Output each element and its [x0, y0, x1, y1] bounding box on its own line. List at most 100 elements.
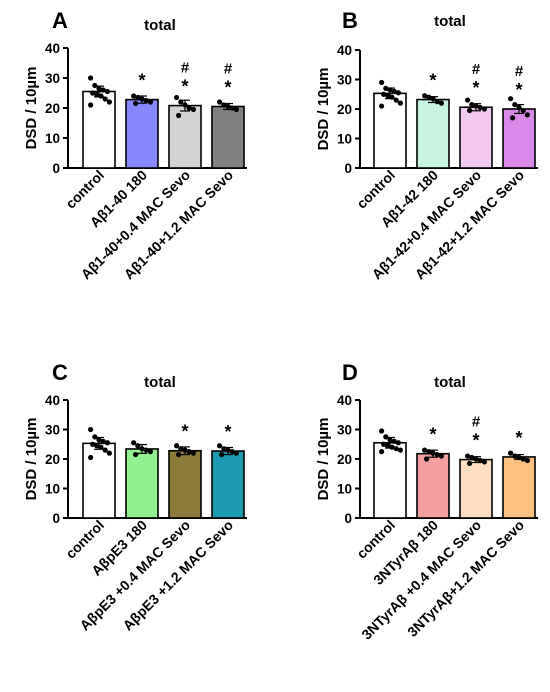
y-axis-label: DSD / 10µm [23, 67, 40, 150]
data-point [143, 97, 149, 104]
data-point [512, 453, 518, 459]
chart-title: total [144, 17, 176, 34]
y-tick-label: 20 [45, 101, 60, 116]
data-point [221, 446, 227, 452]
y-tick-label: 0 [344, 511, 352, 526]
data-point [379, 428, 385, 434]
data-point [422, 93, 428, 99]
data-point [176, 451, 182, 458]
data-point [90, 90, 96, 96]
bar [82, 442, 116, 519]
data-point [147, 449, 153, 455]
bar [211, 105, 245, 169]
significance-hash: # [515, 63, 524, 80]
data-point [88, 426, 94, 433]
y-tick-label: 0 [52, 161, 60, 176]
data-point [88, 75, 94, 81]
significance-star: * [472, 78, 479, 98]
data-point [393, 97, 399, 103]
data-point [516, 454, 522, 461]
bar [416, 98, 450, 169]
y-axis-label: DSD / 10µm [315, 68, 332, 151]
bar [459, 106, 493, 169]
y-tick-label: 20 [337, 452, 352, 467]
bar [502, 456, 536, 519]
data-point [426, 94, 432, 100]
data-point [233, 106, 239, 113]
data-point [94, 91, 100, 98]
y-tick-label: 10 [45, 482, 60, 497]
significance-star: * [472, 431, 479, 451]
data-point [182, 102, 188, 108]
data-point [102, 96, 108, 102]
data-point [389, 444, 395, 450]
data-point [481, 459, 487, 465]
significance-star: * [515, 80, 522, 100]
data-point [133, 100, 139, 107]
significance-star: * [181, 77, 188, 97]
y-tick-label: 10 [337, 482, 352, 497]
bar [211, 450, 245, 519]
data-point [508, 96, 514, 102]
data-point [96, 85, 102, 92]
panel-letter: D [342, 360, 358, 385]
data-point [509, 115, 516, 121]
panel-letter: B [342, 8, 358, 33]
data-point [133, 451, 139, 458]
data-point [143, 447, 149, 453]
data-point [233, 450, 239, 456]
data-point [520, 456, 526, 462]
data-point [381, 441, 387, 447]
data-point [473, 103, 479, 109]
data-point [186, 105, 192, 111]
y-tick-label: 40 [337, 393, 352, 408]
data-point [391, 438, 397, 444]
y-tick-label: 30 [45, 423, 60, 438]
data-point [438, 453, 444, 459]
data-point [512, 101, 518, 108]
data-point [524, 112, 531, 118]
bar [416, 452, 450, 519]
data-point [217, 443, 223, 449]
data-point [385, 93, 391, 99]
data-point [186, 449, 192, 455]
data-point [465, 97, 471, 103]
data-point [178, 446, 184, 452]
data-point [221, 102, 227, 108]
data-point [467, 107, 473, 114]
bar [125, 448, 159, 519]
data-point [94, 443, 100, 449]
data-point [102, 447, 108, 453]
data-point [379, 79, 385, 86]
y-axis-label: DSD / 10µm [315, 418, 332, 501]
chart-title: total [144, 374, 176, 391]
data-point [385, 443, 391, 449]
y-tick-label: 30 [337, 73, 352, 88]
data-point [387, 437, 393, 443]
data-point [98, 93, 104, 99]
data-point [379, 103, 385, 109]
data-point [225, 447, 231, 453]
data-point [424, 456, 430, 462]
y-axis-label: DSD / 10µm [23, 418, 40, 501]
data-point [383, 434, 389, 440]
bar [168, 104, 202, 169]
data-point [393, 446, 399, 452]
data-point [516, 104, 522, 111]
data-point [426, 449, 432, 455]
y-tick-label: 40 [337, 43, 352, 58]
data-point [387, 87, 393, 93]
data-point [217, 99, 223, 105]
data-point [135, 94, 141, 101]
data-point [469, 101, 475, 108]
panel-letter: C [52, 360, 68, 385]
data-point [430, 96, 436, 102]
data-point [190, 450, 196, 456]
significance-star: * [138, 71, 145, 91]
data-point [391, 88, 397, 94]
data-point [465, 453, 471, 459]
